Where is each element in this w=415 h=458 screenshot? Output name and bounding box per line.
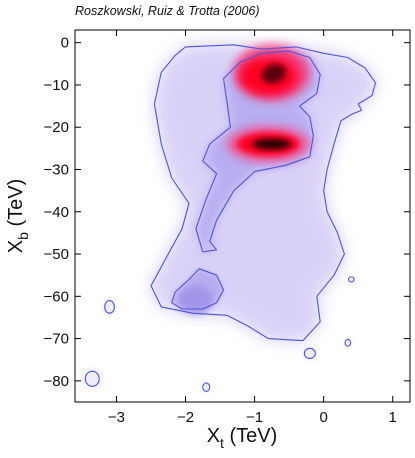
y-tick-label-4: −40 xyxy=(44,204,69,221)
x-tick-label-1: −2 xyxy=(177,409,194,426)
y-tick-label-2: −20 xyxy=(44,119,69,136)
y-tick-label-8: −80 xyxy=(44,373,69,390)
figure-credit: Roszkowski, Ruiz & Trotta (2006) xyxy=(75,4,260,18)
x-tick-label-3: 0 xyxy=(319,409,327,426)
x-axis-label-sub: t xyxy=(220,435,224,451)
x-axis-label: Xt (TeV) xyxy=(207,425,278,451)
contour-outer xyxy=(150,44,377,342)
y-axis-label-sub: b xyxy=(15,232,31,240)
contour-island-4 xyxy=(344,338,352,347)
x-tick-label-2: −1 xyxy=(246,409,263,426)
x-tick-label-4: 1 xyxy=(389,409,397,426)
contour-inner-low xyxy=(171,268,225,310)
y-tick-label-1: −10 xyxy=(44,77,69,94)
peak-core-upper xyxy=(261,64,286,84)
y-axis-label-base: X xyxy=(5,240,27,253)
density-region-outer-core xyxy=(151,44,376,341)
contour-island-1 xyxy=(104,299,115,314)
contour-island-3 xyxy=(303,347,316,360)
plot-area xyxy=(82,44,377,394)
x-axis-label-unit: (TeV) xyxy=(224,425,277,447)
y-tick-label-6: −60 xyxy=(44,288,69,305)
y-tick-label-7: −70 xyxy=(44,331,69,348)
y-axis-label: Xb (TeV) xyxy=(5,179,31,253)
x-tick-label-0: −3 xyxy=(108,409,125,426)
axis-ticks: −3 −2 −1 0 10−10−20−30−40−50−60−70−80 xyxy=(44,30,410,426)
contour-inner-main xyxy=(195,50,321,253)
contour-island-2 xyxy=(202,382,211,392)
x-axis-label-base: X xyxy=(207,425,220,447)
y-tick-label-0: 0 xyxy=(61,35,69,52)
y-tick-label-3: −30 xyxy=(44,162,69,179)
y-axis-label-unit: (TeV) xyxy=(5,179,27,232)
contour-island-0 xyxy=(84,370,100,387)
axes-frame xyxy=(74,29,411,403)
peak-core-lower xyxy=(252,138,292,150)
contour-island-5 xyxy=(347,276,355,283)
y-tick-label-5: −50 xyxy=(44,246,69,263)
